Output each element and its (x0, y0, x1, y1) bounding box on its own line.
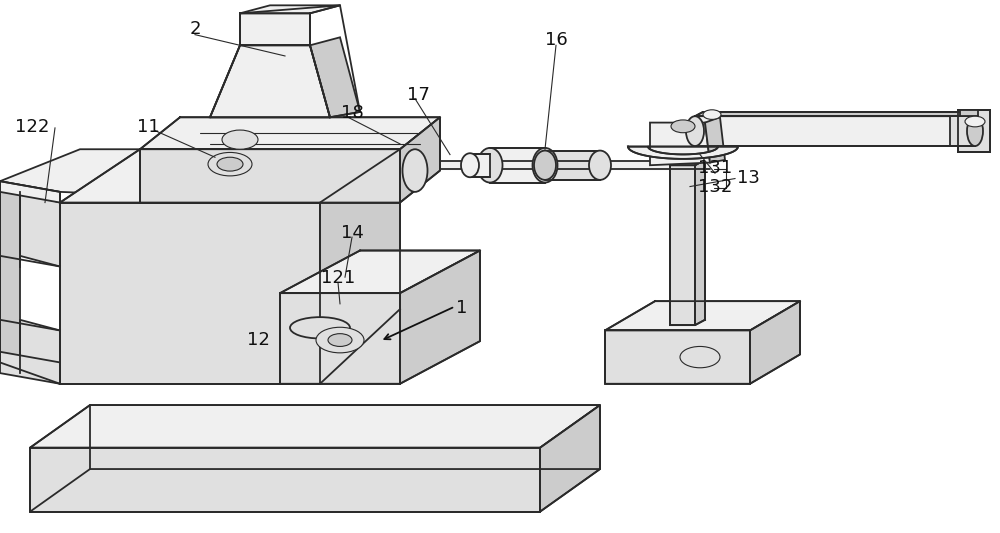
Ellipse shape (967, 116, 983, 146)
Polygon shape (30, 448, 540, 512)
Polygon shape (140, 149, 400, 203)
Text: 122: 122 (15, 118, 49, 136)
Polygon shape (545, 151, 600, 180)
Circle shape (217, 157, 243, 171)
Polygon shape (240, 5, 340, 13)
Polygon shape (280, 293, 400, 384)
Text: 2: 2 (189, 20, 201, 38)
Polygon shape (60, 203, 320, 384)
Polygon shape (605, 330, 750, 384)
Ellipse shape (290, 317, 350, 338)
Polygon shape (320, 149, 400, 384)
Polygon shape (0, 181, 20, 373)
Polygon shape (470, 154, 490, 177)
Circle shape (671, 120, 695, 133)
Text: 14: 14 (341, 224, 363, 242)
Polygon shape (0, 352, 60, 384)
Ellipse shape (589, 150, 611, 180)
Ellipse shape (402, 149, 428, 192)
Polygon shape (750, 301, 800, 384)
Circle shape (222, 130, 258, 149)
Polygon shape (20, 320, 60, 384)
Polygon shape (0, 149, 320, 203)
Text: 16: 16 (545, 31, 567, 49)
Polygon shape (60, 149, 400, 203)
Text: 131: 131 (698, 159, 732, 177)
Circle shape (703, 110, 721, 119)
Polygon shape (400, 117, 440, 203)
Circle shape (965, 116, 985, 127)
Polygon shape (950, 116, 975, 146)
Polygon shape (670, 160, 705, 165)
Polygon shape (695, 112, 968, 116)
Polygon shape (628, 147, 738, 159)
Circle shape (680, 346, 720, 368)
Text: 17: 17 (407, 86, 429, 104)
Circle shape (328, 334, 352, 346)
Text: 1: 1 (456, 299, 468, 317)
Polygon shape (958, 110, 990, 152)
Polygon shape (310, 37, 360, 117)
Polygon shape (960, 110, 978, 116)
Text: 11: 11 (137, 118, 159, 136)
Polygon shape (280, 251, 480, 293)
Circle shape (316, 327, 364, 353)
Text: 132: 132 (698, 177, 732, 196)
Polygon shape (540, 405, 600, 512)
Polygon shape (140, 117, 440, 149)
Polygon shape (240, 13, 310, 45)
Ellipse shape (532, 148, 558, 182)
Polygon shape (400, 251, 480, 384)
Ellipse shape (686, 116, 704, 146)
Polygon shape (705, 117, 725, 163)
Polygon shape (650, 123, 710, 165)
Polygon shape (30, 405, 600, 448)
Polygon shape (490, 148, 545, 183)
Text: 12: 12 (247, 331, 269, 349)
Polygon shape (605, 301, 800, 330)
Circle shape (208, 152, 252, 176)
Text: 13: 13 (737, 169, 759, 187)
Ellipse shape (534, 150, 556, 180)
Polygon shape (695, 160, 705, 325)
Ellipse shape (461, 154, 479, 177)
Polygon shape (695, 116, 960, 146)
Polygon shape (670, 165, 695, 325)
Polygon shape (0, 181, 60, 203)
Ellipse shape (478, 148, 503, 182)
Polygon shape (210, 45, 330, 117)
Text: 18: 18 (341, 104, 363, 122)
Polygon shape (20, 192, 60, 266)
Text: 121: 121 (321, 269, 355, 287)
